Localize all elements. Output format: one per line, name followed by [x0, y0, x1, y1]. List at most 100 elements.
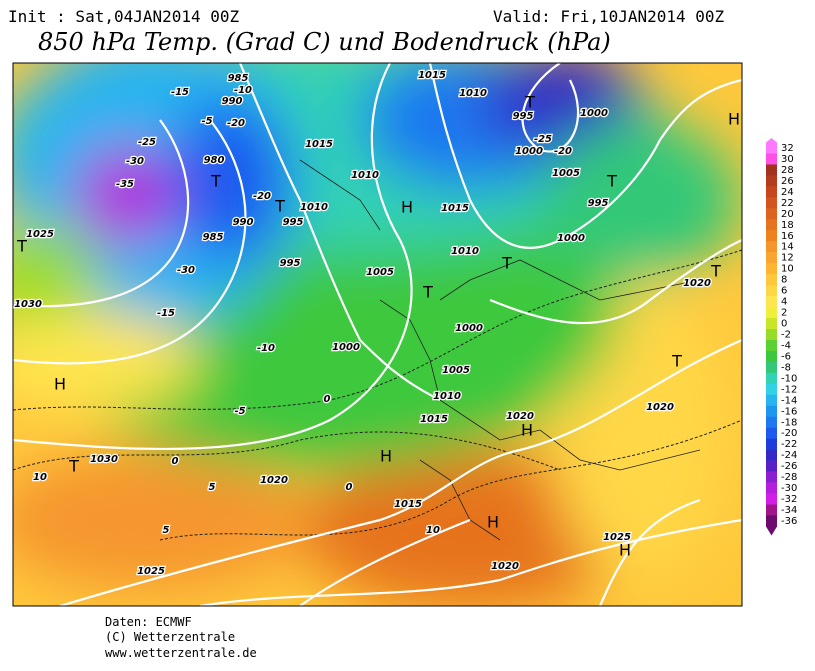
- contour-label: -30: [126, 156, 144, 167]
- contour-label: 10: [33, 472, 47, 483]
- contour-label: 995: [588, 198, 609, 209]
- colorbar-swatch: [766, 416, 777, 429]
- pressure-center-label: H: [487, 513, 499, 532]
- colorbar-label: -6: [781, 351, 791, 362]
- colorbar-label: 18: [781, 220, 794, 231]
- colorbar-swatch: [766, 142, 777, 154]
- colorbar-label: -30: [781, 483, 797, 494]
- colorbar-label: -12: [781, 384, 797, 395]
- pressure-center-label: T: [210, 172, 221, 191]
- contour-label: -15: [171, 87, 189, 98]
- colorbar-label: -18: [781, 417, 797, 428]
- colorbar-label: -36: [781, 516, 797, 527]
- pressure-center-label: H: [521, 421, 533, 440]
- contour-label: 990: [233, 217, 254, 228]
- contour-label: 1010: [351, 170, 379, 181]
- pressure-center-label: H: [380, 447, 392, 466]
- contour-label: -15: [157, 308, 175, 319]
- colorbar: 32302826242220181614121086420-2-4-6-8-10…: [766, 138, 797, 536]
- footer-url: www.wetterzentrale.de: [105, 646, 257, 660]
- colorbar-swatch: [766, 493, 777, 505]
- pressure-center-label: T: [16, 237, 27, 256]
- colorbar-label: 14: [781, 242, 794, 253]
- colorbar-swatch: [766, 361, 777, 374]
- contour-label: 0: [346, 482, 353, 493]
- contour-label: 1010: [433, 391, 461, 402]
- colorbar-swatch: [766, 471, 777, 483]
- contour-label: -25: [534, 134, 552, 145]
- contour-label: -5: [234, 406, 245, 417]
- colorbar-label: 0: [781, 319, 787, 330]
- colorbar-swatch: [766, 307, 777, 319]
- pressure-center-label: T: [524, 93, 535, 112]
- contour-label: 980: [204, 155, 225, 166]
- colorbar-label: -24: [781, 450, 797, 461]
- contour-label: 0: [324, 394, 331, 405]
- contour-label: -25: [138, 137, 156, 148]
- pressure-center-label: T: [606, 172, 617, 191]
- colorbar-label: 10: [781, 264, 794, 275]
- colorbar-swatch: [766, 372, 777, 385]
- contour-label: 1000: [455, 323, 483, 334]
- contour-label: 990: [222, 96, 243, 107]
- colorbar-swatch: [766, 438, 777, 450]
- colorbar-label: 16: [781, 231, 794, 242]
- colorbar-label: -32: [781, 494, 797, 505]
- contour-label: -20: [554, 146, 572, 157]
- contour-label: -10: [257, 343, 275, 354]
- colorbar-label: 8: [781, 275, 787, 286]
- colorbar-label: -16: [781, 406, 797, 417]
- colorbar-swatch: [766, 383, 777, 396]
- map-title: 850 hPa Temp. (Grad C) und Bodendruck (h…: [38, 28, 611, 56]
- contour-label: 1030: [90, 454, 118, 465]
- contour-label: 1015: [305, 139, 333, 150]
- colorbar-label: 22: [781, 198, 794, 209]
- pressure-center-label: H: [728, 110, 740, 129]
- colorbar-label: -10: [781, 373, 797, 384]
- contour-label: 1015: [394, 499, 422, 510]
- contour-label: 1005: [442, 365, 470, 376]
- colorbar-label: -34: [781, 505, 797, 516]
- colorbar-label: -2: [781, 329, 791, 340]
- colorbar-label: 32: [781, 143, 794, 154]
- colorbar-label: -14: [781, 395, 797, 406]
- colorbar-label: 12: [781, 253, 794, 264]
- colorbar-swatch: [766, 296, 777, 308]
- colorbar-swatch: [766, 219, 777, 231]
- contour-label: 995: [283, 217, 304, 228]
- contour-label: 1025: [137, 566, 165, 577]
- colorbar-label: 6: [781, 286, 787, 297]
- colorbar-swatch: [766, 482, 777, 494]
- colorbar-label: 26: [781, 176, 794, 187]
- pressure-center-label: T: [710, 262, 721, 281]
- colorbar-swatch: [766, 263, 777, 275]
- footer-copyright: (C) Wetterzentrale: [105, 630, 235, 644]
- pressure-center-label: T: [501, 254, 512, 273]
- contour-label: -30: [177, 265, 195, 276]
- colorbar-swatch: [766, 285, 777, 297]
- contour-label: -35: [116, 179, 134, 190]
- pressure-center-label: T: [671, 352, 682, 371]
- colorbar-swatch: [766, 208, 777, 220]
- contour-label: -20: [253, 191, 271, 202]
- contour-label: 1015: [441, 203, 469, 214]
- colorbar-swatch: [766, 230, 777, 242]
- colorbar-label: 24: [781, 187, 794, 198]
- colorbar-label: -26: [781, 461, 797, 472]
- contour-label: 1010: [451, 246, 479, 257]
- contour-label: 1020: [260, 475, 288, 486]
- contour-label: 1000: [332, 342, 360, 353]
- contour-label: 1010: [300, 202, 328, 213]
- contour-label: 995: [513, 111, 534, 122]
- contour-label: 985: [203, 232, 224, 243]
- colorbar-swatch: [766, 186, 777, 198]
- colorbar-swatch: [766, 252, 777, 264]
- colorbar-label: 4: [781, 297, 787, 308]
- colorbar-swatch: [766, 394, 777, 407]
- contour-label: 995: [280, 258, 301, 269]
- contour-label: 1020: [506, 411, 534, 422]
- colorbar-swatch: [766, 164, 777, 176]
- contour-label: 1020: [491, 561, 519, 572]
- colorbar-swatch: [766, 504, 777, 516]
